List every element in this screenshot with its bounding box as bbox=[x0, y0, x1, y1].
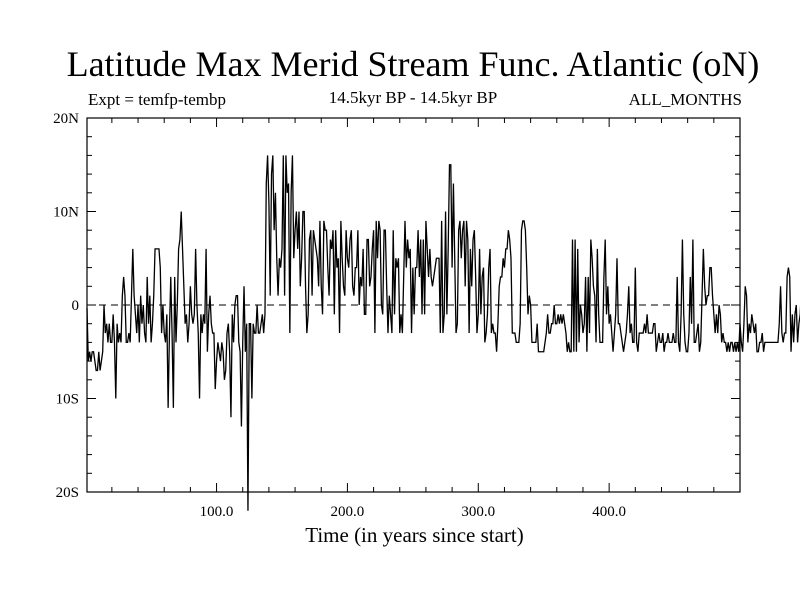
y-tick-label: 10N bbox=[53, 205, 79, 221]
y-axis-ticks: 20N 10N 0 10S 20S bbox=[53, 111, 740, 501]
y-tick-label: 0 bbox=[72, 298, 80, 314]
period-label: 14.5kyr BP - 14.5kyr BP bbox=[328, 88, 498, 107]
x-tick-label: 200.0 bbox=[331, 504, 365, 520]
months-label: ALL_MONTHS bbox=[628, 90, 742, 109]
series-layer bbox=[86, 155, 800, 511]
y-tick-label: 20S bbox=[56, 485, 79, 501]
y-tick-label: 20N bbox=[53, 111, 79, 127]
x-tick-label: 400.0 bbox=[592, 504, 626, 520]
y-tick-label: 10S bbox=[56, 392, 79, 408]
experiment-label: Expt = temfp-tembp bbox=[88, 90, 227, 109]
x-axis-ticks: 100.0 200.0 300.0 400.0 bbox=[111, 118, 741, 520]
x-tick-label: 300.0 bbox=[461, 504, 495, 520]
x-tick-label: 100.0 bbox=[200, 504, 234, 520]
x-axis-title: Time (in years since start) bbox=[305, 523, 524, 547]
series-line bbox=[86, 155, 800, 511]
plot-frame bbox=[86, 117, 741, 493]
chart-title: Latitude Max Merid Stream Func. Atlantic… bbox=[66, 44, 760, 84]
